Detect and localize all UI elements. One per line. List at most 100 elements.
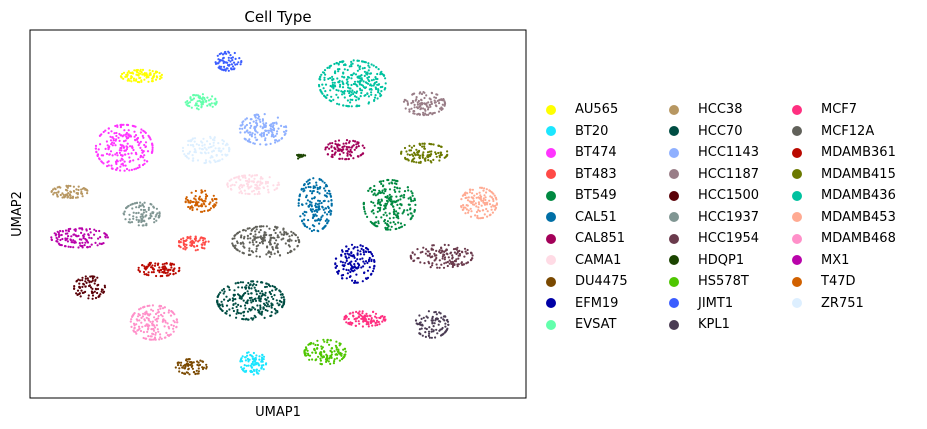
point-hs578t [329, 362, 332, 365]
point-bt474 [125, 167, 129, 171]
point-kpl1 [434, 319, 437, 322]
point-hcc1500 [91, 291, 95, 294]
point-bt549 [406, 186, 409, 189]
point-bt549 [384, 211, 387, 214]
legend-item-cal51: CAL51 [540, 207, 663, 229]
legend-item-mdamb415: MDAMB415 [786, 164, 916, 186]
point-t47d [200, 203, 203, 206]
point-du4475 [189, 363, 192, 367]
point-bt549 [370, 190, 373, 193]
point-mdamb468 [154, 333, 157, 336]
point-kpl1 [424, 319, 427, 322]
point-evsat [210, 102, 213, 105]
point-hcc1187 [413, 112, 416, 115]
point-mcf12a [280, 238, 283, 241]
cluster-au565 [119, 68, 163, 84]
point-bt549 [385, 214, 388, 217]
point-bt474 [127, 152, 130, 155]
legend-marker [546, 104, 556, 115]
point-hcc1954 [460, 250, 464, 253]
point-bt549 [395, 195, 398, 198]
point-mdamb468 [161, 307, 165, 310]
point-mdamb436 [349, 98, 352, 101]
point-hcc70 [221, 309, 224, 312]
point-cal851 [345, 142, 348, 145]
point-cal851 [361, 144, 364, 147]
point-bt20 [258, 369, 261, 372]
point-mdamb468 [139, 307, 142, 310]
point-bt549 [388, 212, 391, 215]
point-hcc1187 [425, 103, 428, 107]
point-zr751 [201, 141, 204, 144]
point-bt549 [392, 205, 395, 208]
cluster-hcc1954 [409, 243, 474, 269]
point-hcc70 [242, 294, 245, 297]
point-hcc1187 [436, 93, 439, 96]
point-cama1 [246, 180, 249, 183]
point-evsat [188, 105, 191, 108]
point-cama1 [253, 193, 256, 196]
point-efm19 [363, 253, 366, 256]
point-bt20 [251, 370, 254, 373]
point-hcc70 [259, 304, 262, 307]
cluster-hcc1937 [122, 201, 161, 227]
point-cal51 [317, 217, 320, 221]
point-mx1 [99, 236, 102, 239]
point-cal51 [330, 204, 333, 207]
point-hcc70 [251, 318, 254, 321]
point-hcc70 [264, 308, 267, 312]
point-kpl1 [418, 332, 421, 335]
legend-item-cal851: CAL851 [540, 228, 663, 250]
point-mdamb436 [336, 77, 339, 80]
point-bt483 [194, 239, 197, 242]
point-hcc1143 [252, 142, 255, 145]
point-mdamb415 [438, 159, 441, 162]
point-bt483 [203, 243, 206, 246]
point-bt549 [377, 222, 380, 225]
point-hcc70 [266, 309, 269, 312]
point-mx1 [106, 236, 109, 239]
point-du4475 [185, 359, 188, 362]
point-mcf7 [358, 322, 361, 325]
point-efm19 [347, 262, 350, 266]
point-mcf7 [361, 312, 364, 315]
point-mcf12a [233, 237, 236, 240]
point-bt549 [390, 225, 393, 228]
cluster-bt20 [239, 351, 268, 376]
point-zr751 [188, 150, 192, 153]
point-t47d [191, 208, 194, 212]
point-mdamb468 [150, 328, 153, 331]
point-mcf12a [258, 255, 261, 258]
point-bt474 [127, 123, 130, 127]
point-cama1 [244, 176, 247, 180]
point-hcc38 [57, 190, 60, 193]
point-zr751 [193, 140, 196, 143]
point-au565 [153, 72, 156, 75]
point-hcc70 [222, 287, 225, 291]
point-hs578t [335, 340, 338, 343]
point-bt474 [118, 151, 121, 154]
point-hcc70 [257, 309, 260, 312]
point-mcf12a [286, 232, 289, 235]
point-hcc1937 [149, 212, 152, 215]
point-jimt1 [222, 56, 225, 60]
point-mx1 [90, 243, 93, 246]
point-mdamb361 [147, 274, 150, 277]
point-mcf12a [270, 253, 273, 256]
point-mx1 [64, 232, 67, 235]
point-hs578t [325, 359, 328, 362]
point-bt549 [389, 228, 392, 231]
point-mdamb468 [152, 333, 155, 336]
point-mdamb436 [382, 73, 385, 76]
point-hcc1500 [79, 295, 82, 298]
point-mdamb361 [143, 273, 146, 276]
point-zr751 [212, 144, 215, 147]
point-hcc1937 [141, 220, 144, 223]
point-hcc1187 [434, 96, 438, 99]
point-bt549 [372, 209, 375, 212]
point-mdamb436 [350, 91, 353, 94]
point-cal851 [341, 157, 344, 160]
point-mx1 [90, 237, 93, 240]
point-cal51 [316, 203, 319, 206]
point-cama1 [241, 174, 244, 177]
